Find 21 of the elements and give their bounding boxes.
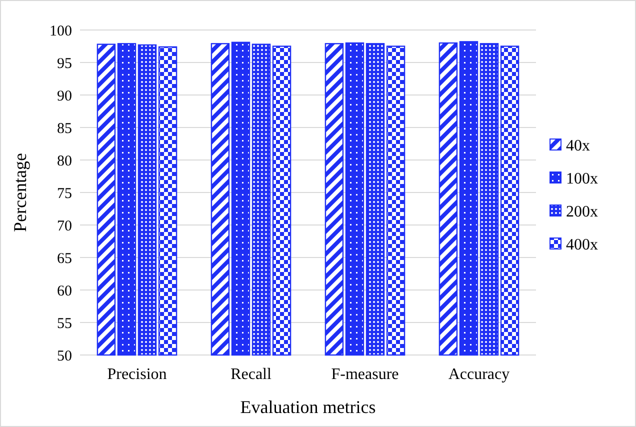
x-tick-label: Precision bbox=[107, 366, 167, 383]
y-tick-label: 65 bbox=[57, 250, 72, 267]
y-tick-label: 70 bbox=[57, 218, 72, 234]
x-axis-title: Evaluation metrics bbox=[240, 397, 376, 417]
x-tick-label: Recall bbox=[230, 366, 272, 383]
y-tick-label: 85 bbox=[57, 120, 72, 137]
y-tick-label: 95 bbox=[57, 56, 72, 72]
y-tick-label: 55 bbox=[57, 316, 72, 332]
x-tick-label: F-measure bbox=[331, 366, 399, 383]
legend-label: 200x bbox=[566, 204, 598, 221]
legend-label: 400x bbox=[566, 236, 598, 254]
y-tick-label: 60 bbox=[57, 283, 72, 300]
legend-label: 100x bbox=[566, 170, 598, 188]
legend-label: 40x bbox=[566, 138, 590, 155]
y-tick-label: 75 bbox=[57, 186, 72, 202]
y-axis-title: Percentage bbox=[10, 153, 30, 232]
x-tick-label: Accuracy bbox=[448, 366, 510, 383]
y-tick-label: 80 bbox=[57, 153, 72, 170]
y-tick-label: 50 bbox=[57, 348, 72, 364]
y-tick-label: 100 bbox=[50, 23, 72, 40]
y-tick-label: 90 bbox=[57, 88, 72, 104]
